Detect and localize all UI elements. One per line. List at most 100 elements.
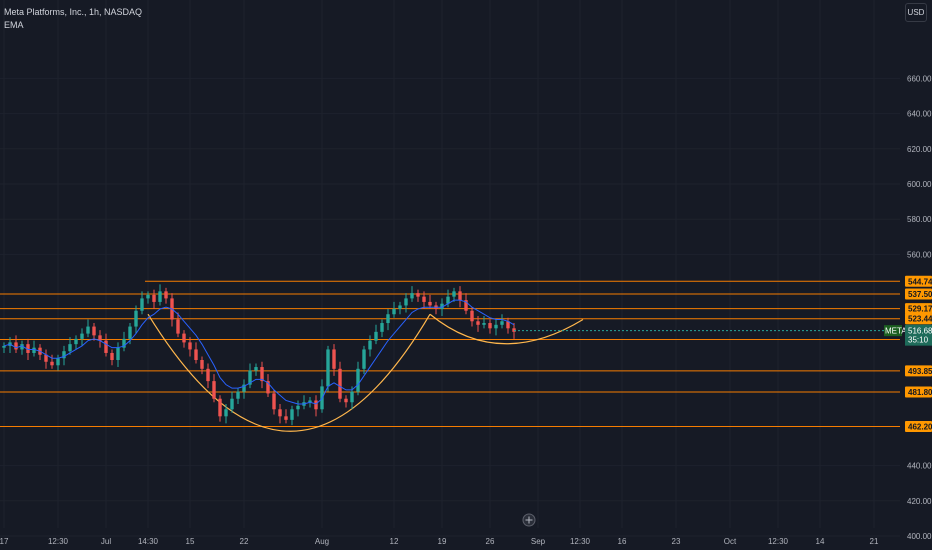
candle-body[interactable] (176, 319, 180, 334)
candle-body[interactable] (362, 349, 366, 369)
candle-body[interactable] (266, 381, 270, 394)
candle-body[interactable] (374, 331, 378, 341)
candle-body[interactable] (452, 291, 456, 297)
candle-body[interactable] (416, 293, 420, 297)
level-price-text: 481.80 (908, 388, 932, 397)
candle-body[interactable] (458, 291, 462, 301)
time-axis-label: 12:30 (768, 537, 789, 546)
candle-body[interactable] (32, 347, 36, 353)
candle-body[interactable] (278, 409, 282, 417)
candle-body[interactable] (218, 398, 222, 417)
candle-body[interactable] (398, 305, 402, 309)
candle-body[interactable] (290, 409, 294, 420)
price-tick-label: 660.00 (907, 74, 932, 83)
time-axis-label: 21 (870, 537, 879, 546)
candle-body[interactable] (116, 347, 120, 360)
candle-body[interactable] (134, 310, 138, 327)
time-axis-label: 12:30 (48, 537, 69, 546)
candle-body[interactable] (332, 349, 336, 369)
candle-body[interactable] (380, 323, 384, 332)
candle-body[interactable] (188, 342, 192, 350)
candle-body[interactable] (350, 391, 354, 403)
handle-curve[interactable] (429, 313, 584, 345)
candle-body[interactable] (224, 409, 228, 417)
candle-body[interactable] (74, 338, 78, 345)
time-axis-label: 14:30 (138, 537, 159, 546)
level-price-tag (905, 421, 932, 433)
candle-body[interactable] (152, 294, 156, 302)
candle-body[interactable] (506, 321, 510, 329)
candle-body[interactable] (308, 400, 312, 403)
candle-body[interactable] (326, 349, 330, 387)
candle-body[interactable] (476, 321, 480, 325)
cup-curve[interactable] (147, 313, 431, 432)
candle-body[interactable] (422, 296, 426, 302)
candle-body[interactable] (50, 361, 54, 366)
candle-body[interactable] (338, 368, 342, 399)
candle-body[interactable] (368, 340, 372, 350)
candle-body[interactable] (296, 405, 300, 410)
candle-body[interactable] (488, 323, 492, 329)
candle-body[interactable] (470, 310, 474, 322)
candle-body[interactable] (128, 326, 132, 339)
candle-body[interactable] (440, 303, 444, 309)
candle-body[interactable] (86, 326, 90, 334)
candle-body[interactable] (206, 368, 210, 382)
candle-body[interactable] (386, 314, 390, 324)
candle-body[interactable] (392, 308, 396, 315)
candle-body[interactable] (314, 400, 318, 410)
candle-body[interactable] (242, 384, 246, 392)
chart-legend: Meta Platforms, Inc., 1h, NASDAQ EMA (4, 6, 142, 32)
candle-body[interactable] (500, 321, 504, 325)
candle-body[interactable] (140, 298, 144, 311)
candle-body[interactable] (26, 344, 30, 353)
candle-body[interactable] (110, 352, 114, 360)
candle-body[interactable] (44, 354, 48, 362)
candle-body[interactable] (68, 344, 72, 352)
time-axis-label: 12:30 (570, 537, 591, 546)
symbol-tag-bg (884, 325, 902, 337)
price-tick-label: 440.00 (907, 462, 932, 471)
candle-body[interactable] (98, 335, 102, 341)
candle-body[interactable] (122, 338, 126, 348)
candle-body[interactable] (62, 351, 66, 359)
candle-body[interactable] (212, 381, 216, 399)
price-tick-label: 580.00 (907, 215, 932, 224)
candle-body[interactable] (272, 393, 276, 410)
candle-body[interactable] (158, 291, 162, 302)
candle-body[interactable] (80, 333, 84, 339)
candle-body[interactable] (482, 323, 486, 325)
candle-body[interactable] (14, 342, 18, 350)
candle-body[interactable] (428, 301, 432, 306)
candle-body[interactable] (92, 326, 96, 336)
candle-body[interactable] (230, 398, 234, 410)
candle-body[interactable] (464, 300, 468, 311)
candle-body[interactable] (20, 344, 24, 350)
currency-button[interactable]: USD (905, 3, 927, 22)
candle-body[interactable] (104, 340, 108, 353)
candle-body[interactable] (260, 367, 264, 382)
level-price-tag (905, 386, 932, 398)
candle-body[interactable] (248, 370, 252, 385)
candle-body[interactable] (344, 398, 348, 403)
candle-body[interactable] (236, 391, 240, 399)
candle-body[interactable] (194, 349, 198, 360)
candle-body[interactable] (446, 296, 450, 304)
candle-body[interactable] (56, 358, 60, 366)
candle-body[interactable] (284, 416, 288, 420)
time-axis-label: Sep (531, 537, 546, 546)
candle-body[interactable] (512, 328, 516, 332)
candle-body[interactable] (410, 293, 414, 299)
candle-body[interactable] (404, 298, 408, 306)
candle-body[interactable] (356, 368, 360, 392)
candle-body[interactable] (254, 367, 258, 371)
candle-body[interactable] (200, 360, 204, 369)
indicator-ema-label[interactable]: EMA (4, 20, 24, 30)
candle-body[interactable] (146, 294, 150, 299)
candle-body[interactable] (2, 345, 6, 348)
ema-line[interactable] (3, 299, 515, 405)
candle-body[interactable] (182, 333, 186, 343)
candle-body[interactable] (494, 324, 498, 329)
candle-body[interactable] (164, 291, 168, 299)
